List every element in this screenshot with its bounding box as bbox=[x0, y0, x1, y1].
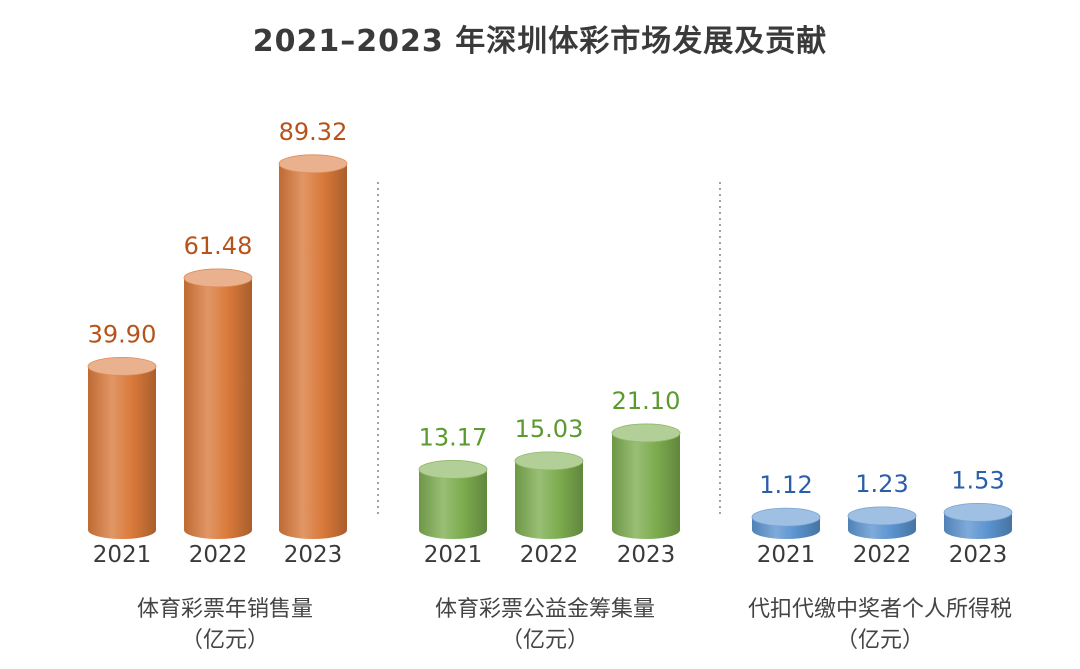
year-label-fund-2023: 2023 bbox=[617, 542, 676, 568]
bar-top-tax-2022 bbox=[847, 506, 917, 526]
value-label-tax-2021: 1.12 bbox=[759, 471, 812, 499]
bar-top-fund-2022 bbox=[514, 451, 584, 471]
year-label-fund-2021: 2021 bbox=[424, 542, 483, 568]
group-label-sales-title: 体育彩票年销售量 bbox=[136, 597, 313, 622]
value-label-fund-2023: 21.10 bbox=[612, 387, 681, 415]
year-label-tax-2021: 2021 bbox=[757, 542, 816, 568]
value-label-tax-2022: 1.23 bbox=[855, 470, 908, 498]
year-label-tax-2023: 2023 bbox=[949, 542, 1008, 568]
chart-title: 2021–2023 年深圳体彩市场发展及贡献 bbox=[252, 24, 828, 59]
bar-body-sales-2022 bbox=[184, 277, 252, 539]
bar-body-fund-2022 bbox=[515, 460, 583, 539]
bar-tax-2023 bbox=[943, 503, 1013, 539]
value-label-fund-2021: 13.17 bbox=[419, 423, 488, 451]
value-label-sales-2023: 89.32 bbox=[279, 118, 348, 146]
bar-top-sales-2021 bbox=[87, 357, 157, 376]
bar-body-fund-2023 bbox=[612, 432, 680, 539]
bar-body-fund-2021 bbox=[419, 469, 487, 539]
group-label-sales: 体育彩票年销售量 （亿元） bbox=[60, 594, 390, 656]
bar-tax-2022 bbox=[847, 506, 917, 539]
group-label-fund: 体育彩票公益金筹集量 （亿元） bbox=[380, 594, 710, 656]
bar-top-sales-2023 bbox=[278, 154, 348, 174]
bar-sales-2022 bbox=[183, 268, 253, 539]
year-label-sales-2023: 2023 bbox=[284, 542, 343, 568]
group-label-fund-title: 体育彩票公益金筹集量 bbox=[434, 597, 655, 622]
year-label-fund-2022: 2022 bbox=[520, 542, 579, 568]
group-label-tax-unit: （亿元） bbox=[835, 628, 924, 653]
bar-fund-2021 bbox=[418, 460, 488, 539]
group-label-tax: 代扣代缴中奖者个人所得税 （亿元） bbox=[715, 594, 1045, 656]
bar-top-tax-2021 bbox=[751, 507, 821, 527]
bar-body-sales-2021 bbox=[88, 366, 156, 539]
value-label-tax-2023: 1.53 bbox=[951, 466, 1004, 494]
bar-fund-2022 bbox=[514, 451, 584, 539]
bar-top-tax-2023 bbox=[943, 503, 1013, 522]
bar-fund-2023 bbox=[611, 423, 681, 539]
value-label-fund-2022: 15.03 bbox=[515, 415, 584, 443]
bar-top-sales-2022 bbox=[183, 268, 253, 288]
group-label-fund-unit: （亿元） bbox=[500, 628, 589, 653]
bar-group-tax: 1.12 2021 1.23 2022 1.53 2023 bbox=[751, 466, 1013, 568]
value-label-sales-2021: 39.90 bbox=[88, 320, 157, 348]
group-label-sales-unit: （亿元） bbox=[180, 628, 269, 653]
bar-group-fund: 13.17 2021 15.03 2022 21.10 2023 bbox=[418, 387, 681, 568]
value-label-sales-2022: 61.48 bbox=[184, 232, 253, 260]
bar-sales-2021 bbox=[87, 357, 157, 539]
bar-top-fund-2021 bbox=[418, 460, 488, 479]
year-label-tax-2022: 2022 bbox=[853, 542, 912, 568]
bar-group-sales: 39.90 2021 61.48 2022 89.32 2023 bbox=[87, 118, 348, 568]
year-label-sales-2022: 2022 bbox=[189, 542, 248, 568]
bar-top-fund-2023 bbox=[611, 423, 681, 443]
year-label-sales-2021: 2021 bbox=[93, 542, 152, 568]
group-label-tax-title: 代扣代缴中奖者个人所得税 bbox=[747, 597, 1012, 622]
bar-sales-2023 bbox=[278, 154, 348, 539]
bar-body-sales-2023 bbox=[279, 163, 347, 539]
bar-tax-2021 bbox=[751, 507, 821, 539]
